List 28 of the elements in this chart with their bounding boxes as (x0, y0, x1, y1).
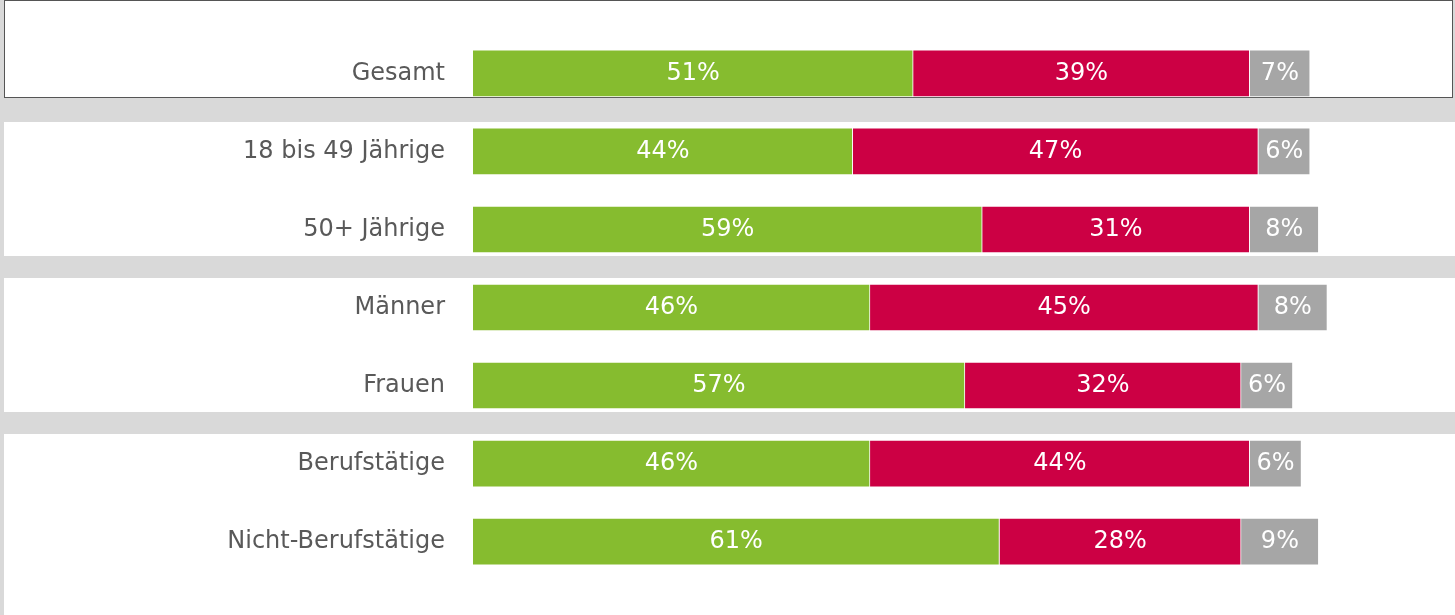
data-label: 28% (1093, 525, 1147, 554)
data-label: 59% (700, 213, 755, 242)
data-label: 61% (709, 525, 763, 554)
data-label: 9% (1260, 525, 1299, 554)
y-tick-label: 50+ Jährige (303, 213, 445, 242)
data-label: 32% (1076, 369, 1130, 398)
y-tick-label: Berufstätige (297, 447, 445, 476)
data-label: 39% (1054, 57, 1109, 86)
data-label: 8% (1265, 213, 1304, 242)
data-label: 44% (636, 135, 690, 164)
data-label: 7% (1260, 57, 1299, 86)
data-label: 31% (1089, 213, 1143, 242)
data-label: 6% (1265, 135, 1304, 164)
data-label: 6% (1256, 447, 1295, 476)
data-label: 57% (692, 369, 746, 398)
data-label: 45% (1037, 291, 1091, 320)
data-label: 44% (1033, 447, 1087, 476)
data-label: 47% (1028, 135, 1083, 164)
y-tick-label: Nicht-Berufstätige (227, 525, 445, 554)
data-label: 46% (644, 447, 699, 476)
y-tick-label: 18 bis 49 Jährige (243, 135, 445, 164)
y-tick-label: Frauen (363, 369, 445, 398)
y-tick-label: Männer (354, 291, 446, 320)
data-label: 46% (644, 291, 699, 320)
data-label: 51% (666, 57, 720, 86)
y-tick-label: Gesamt (351, 57, 445, 86)
data-label: 8% (1273, 291, 1312, 320)
data-label: 6% (1247, 369, 1286, 398)
